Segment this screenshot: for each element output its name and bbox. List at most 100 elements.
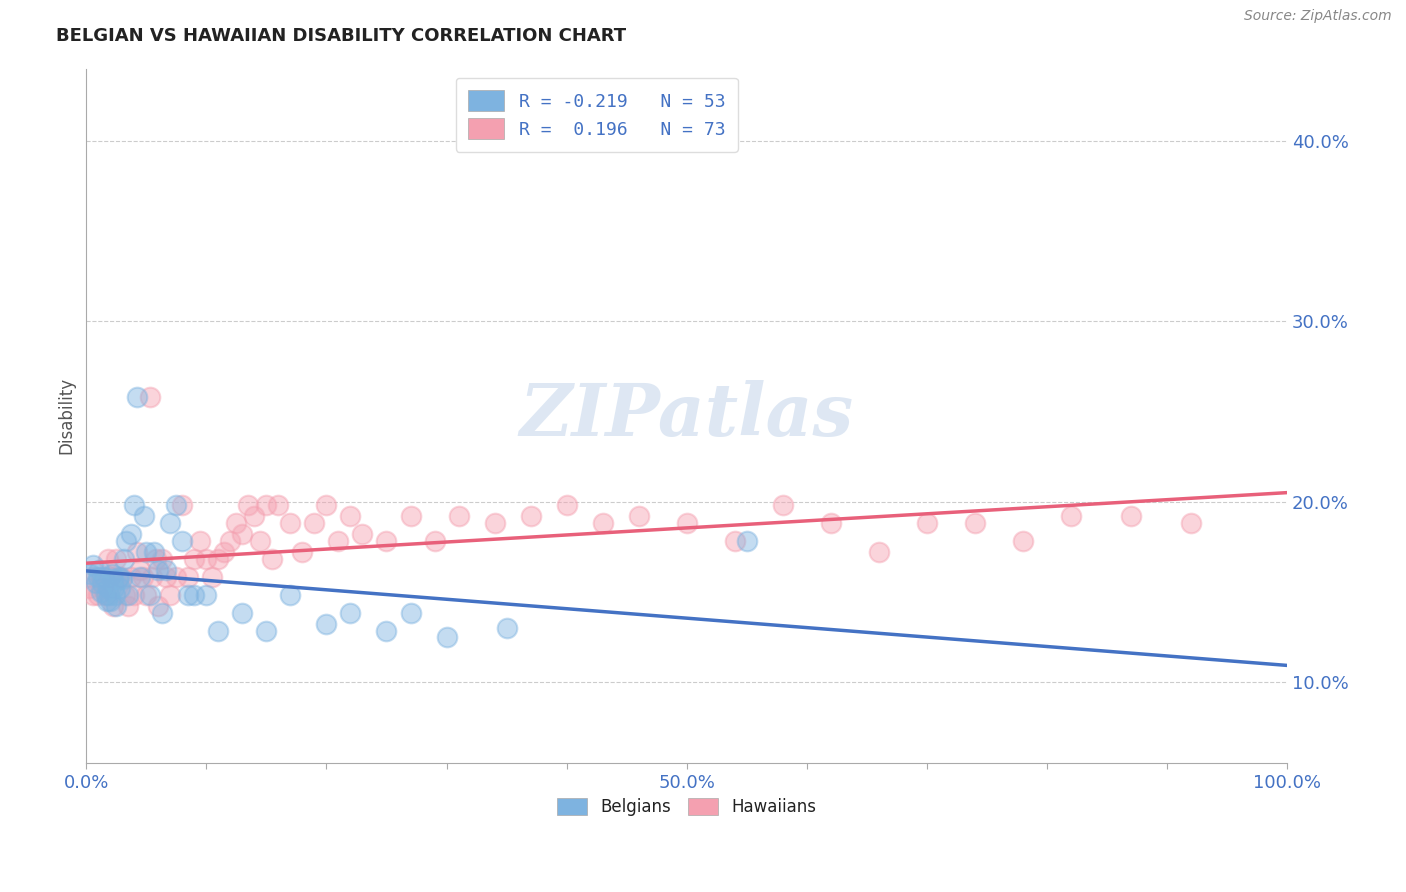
Point xyxy=(291,545,314,559)
Point xyxy=(98,593,121,607)
Point xyxy=(135,588,157,602)
Point xyxy=(231,607,253,621)
Point xyxy=(80,570,103,584)
Point xyxy=(98,570,121,584)
Point xyxy=(315,498,337,512)
Point xyxy=(108,581,131,595)
Point xyxy=(124,498,146,512)
Point xyxy=(352,527,374,541)
Point xyxy=(627,508,650,523)
Point xyxy=(249,534,271,549)
Point xyxy=(97,552,120,566)
Point xyxy=(91,581,114,595)
Point xyxy=(484,516,506,531)
Point xyxy=(77,581,100,595)
Point xyxy=(399,607,422,621)
Point xyxy=(101,572,124,586)
Point xyxy=(1012,534,1035,549)
Point xyxy=(98,588,121,602)
Point xyxy=(165,498,187,512)
Point xyxy=(82,558,104,572)
Point xyxy=(280,588,302,602)
Point xyxy=(172,498,194,512)
Point xyxy=(375,624,398,639)
Point xyxy=(304,516,326,531)
Point xyxy=(105,552,128,566)
Point xyxy=(339,607,361,621)
Legend: Belgians, Hawaiians: Belgians, Hawaiians xyxy=(548,789,824,824)
Point xyxy=(190,534,212,549)
Point xyxy=(219,534,242,549)
Point xyxy=(963,516,986,531)
Point xyxy=(111,572,134,586)
Point xyxy=(280,516,302,531)
Point xyxy=(254,624,277,639)
Point xyxy=(183,588,205,602)
Point xyxy=(243,508,266,523)
Point xyxy=(915,516,938,531)
Point xyxy=(107,570,129,584)
Point xyxy=(1180,516,1202,531)
Point xyxy=(159,588,181,602)
Point xyxy=(254,498,277,512)
Point xyxy=(132,570,155,584)
Point xyxy=(90,570,112,584)
Point xyxy=(105,599,128,614)
Point xyxy=(97,581,120,595)
Point xyxy=(735,534,758,549)
Point xyxy=(90,584,112,599)
Point xyxy=(150,552,173,566)
Point xyxy=(177,570,200,584)
Point xyxy=(90,575,112,590)
Point xyxy=(820,516,842,531)
Point xyxy=(495,621,517,635)
Point xyxy=(339,508,361,523)
Point xyxy=(155,570,177,584)
Point xyxy=(96,593,118,607)
Point xyxy=(79,566,101,581)
Point xyxy=(84,575,107,590)
Point xyxy=(214,545,236,559)
Point xyxy=(129,570,152,584)
Point xyxy=(207,624,229,639)
Point xyxy=(195,552,218,566)
Point xyxy=(172,534,194,549)
Point xyxy=(112,552,135,566)
Point xyxy=(592,516,614,531)
Point xyxy=(165,570,187,584)
Text: Source: ZipAtlas.com: Source: ZipAtlas.com xyxy=(1244,9,1392,23)
Point xyxy=(724,534,747,549)
Point xyxy=(94,588,117,602)
Point xyxy=(267,498,290,512)
Point xyxy=(132,508,155,523)
Point xyxy=(139,588,162,602)
Point xyxy=(120,570,142,584)
Point xyxy=(124,588,146,602)
Point xyxy=(207,552,229,566)
Point xyxy=(868,545,890,559)
Point xyxy=(87,588,110,602)
Point xyxy=(399,508,422,523)
Point xyxy=(1119,508,1142,523)
Point xyxy=(125,390,148,404)
Point xyxy=(117,599,139,614)
Point xyxy=(148,599,170,614)
Point xyxy=(423,534,446,549)
Point xyxy=(555,498,578,512)
Point xyxy=(148,563,170,577)
Point xyxy=(101,599,124,614)
Point xyxy=(107,570,129,584)
Point xyxy=(231,527,253,541)
Point xyxy=(262,552,284,566)
Point xyxy=(107,572,129,586)
Point xyxy=(117,588,139,602)
Point xyxy=(82,588,104,602)
Point xyxy=(115,534,138,549)
Point xyxy=(183,552,205,566)
Point xyxy=(328,534,350,549)
Point xyxy=(139,390,162,404)
Point xyxy=(89,563,111,577)
Point xyxy=(142,545,165,559)
Point xyxy=(135,545,157,559)
Point xyxy=(87,570,110,584)
